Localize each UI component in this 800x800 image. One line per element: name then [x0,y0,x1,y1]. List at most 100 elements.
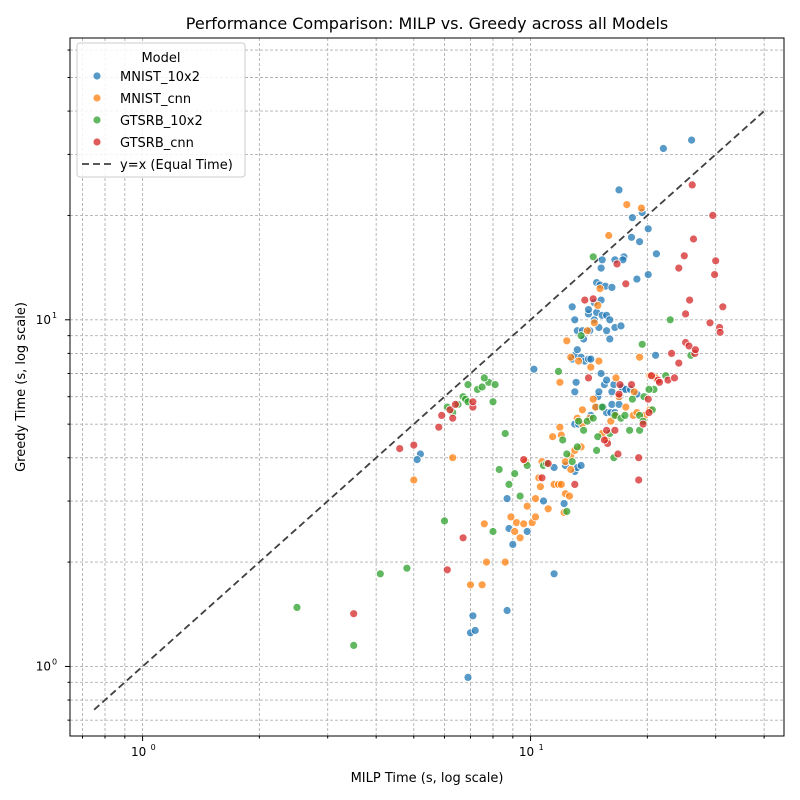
axis-ticks: 10 0 10 110 010 1 [36,49,765,759]
data-point [543,504,553,514]
data-point [689,234,698,244]
data-point [607,282,617,292]
data-point [490,380,500,390]
data-point [578,405,587,415]
legend-label: GTSRB_10x2 [120,114,203,129]
data-point [559,499,569,509]
data-point [627,380,636,390]
data-point [584,373,593,383]
plot-frame [69,37,785,737]
data-point [468,397,478,407]
data-point [596,263,606,273]
data-point [437,410,447,420]
data-point [629,387,639,397]
data-point [595,284,605,294]
data-point [395,444,405,454]
data-point [620,410,630,420]
data-point [576,331,586,341]
data-point [570,479,580,489]
data-point [479,373,489,383]
data-point [684,341,694,351]
data-point [450,399,460,409]
data-point [502,606,512,615]
data-point [635,352,644,362]
data-point [613,449,623,459]
data-point [409,475,419,485]
chart-title: Performance Comparison: MILP vs. Greedy … [186,14,668,33]
data-point [588,394,598,404]
data-point [665,315,675,325]
data-point [681,309,690,319]
data-point [572,442,582,452]
reference-line-layer [93,110,765,711]
data-point [510,469,520,479]
data-point [618,255,628,265]
data-point [512,518,521,527]
data-point [349,641,359,650]
data-point [576,461,586,470]
data-point [643,224,653,234]
data-point [531,512,540,522]
y-tick-exponent: 0 [52,657,57,666]
y-tick-exponent: 1 [52,311,57,320]
data-point [628,394,637,404]
data-point [615,380,625,390]
data-point [687,135,696,145]
data-point [572,345,582,355]
data-point [647,371,656,381]
data-point [522,527,532,536]
data-point [644,408,654,418]
data-point [614,185,624,195]
data-point [494,465,504,474]
data-point [468,611,478,621]
data-point [622,200,632,210]
data-point [549,569,559,579]
x-tick-exponent: 0 [151,743,156,752]
data-point [409,440,419,450]
data-point [586,354,596,364]
data-point [508,540,518,549]
data-point [659,144,668,153]
data-point [610,425,620,435]
data-point [506,512,516,522]
data-point [458,533,468,543]
reference-line-y-equals-x [93,110,765,711]
data-point [571,377,581,387]
data-point [519,519,529,529]
legend-marker [92,115,102,125]
data-point [349,609,359,619]
data-point [597,255,607,265]
data-point [614,389,624,399]
data-point [621,402,631,412]
data-point [602,425,611,435]
legend: Model MNIST_10x2 MNIST_cnn GTSRB_10x2 GTSRB… [76,42,246,178]
data-point [674,358,684,368]
data-point [594,356,604,366]
series-GTSRB_cnn [349,180,728,619]
data-point [584,305,593,315]
data-point [637,339,647,349]
x-axis-label: MILP Time (s, log scale) [351,771,504,786]
data-point [466,580,475,590]
data-point [605,334,615,344]
data-point [715,327,725,337]
data-point [588,252,598,262]
data-point [625,425,634,435]
x-tick-exponent: 1 [539,743,544,752]
data-point [504,479,514,489]
data-point [711,256,721,266]
data-point [667,348,676,358]
y-axis-label: Greedy Time (s, log scale) [14,302,29,472]
data-point [556,479,566,489]
data-point [611,373,621,383]
data-point [500,557,510,567]
points-layer [292,135,728,682]
data-point [562,449,572,459]
data-point [679,251,689,261]
data-point [519,455,529,465]
data-point [445,405,455,415]
data-point [670,373,679,383]
data-point [567,302,577,312]
data-point [637,203,646,213]
data-point [597,402,607,412]
